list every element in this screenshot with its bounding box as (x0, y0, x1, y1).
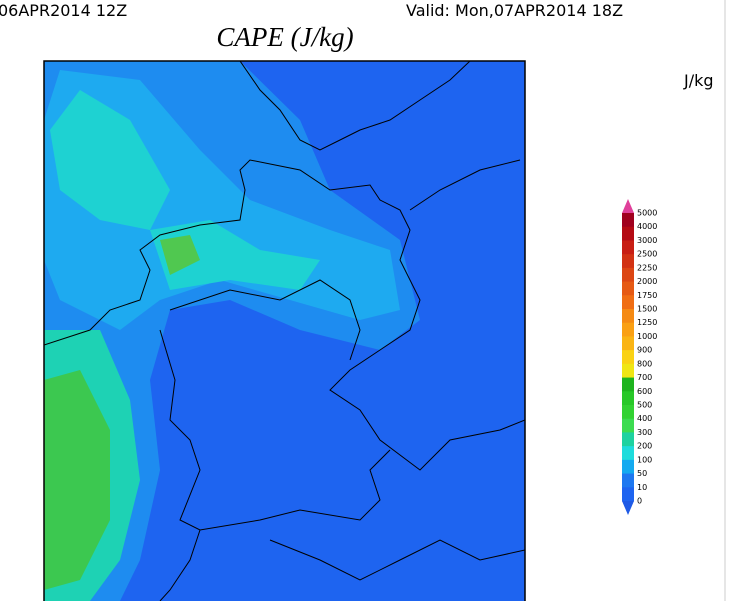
colorbar-label: 4000 (637, 222, 657, 231)
colorbar-segment (622, 240, 634, 255)
colorbar-label: 2500 (637, 250, 657, 259)
colorbar-segment (622, 213, 634, 228)
colorbar-segment (622, 432, 634, 447)
border-line (44, 159, 525, 471)
colorbar-label: 100 (637, 455, 652, 464)
colorbar-label: 1000 (637, 332, 657, 341)
colorbar-label: 5000 (637, 209, 657, 218)
cape-area (50, 90, 170, 230)
colorbar-segment (622, 377, 634, 392)
colorbar-label: 400 (637, 414, 652, 423)
map (43, 60, 526, 601)
colorbar-label: 900 (637, 346, 652, 355)
map-frame (43, 60, 526, 601)
colorbar-end (622, 501, 634, 515)
colorbar: 5000400030002500225020001750150012501000… (622, 199, 657, 515)
colorbar-segment (622, 336, 634, 351)
colorbar-label: 600 (637, 387, 652, 396)
colorbar-label: 300 (637, 428, 652, 437)
colorbar-segment (622, 418, 634, 433)
colorbar-label: 1500 (637, 305, 657, 314)
colorbar-segment (622, 363, 634, 379)
map-title: CAPE (J/kg) (216, 22, 353, 52)
border-line (409, 159, 521, 211)
border-line (159, 529, 201, 601)
colorbar-segment (622, 322, 634, 337)
colorbar-label: 3000 (637, 236, 657, 245)
colorbar-segment (622, 391, 634, 406)
init-time: 06APR2014 12Z (0, 1, 127, 20)
colorbar-end (622, 199, 634, 213)
colorbar-label: 500 (637, 401, 652, 410)
colorbar-label: 10 (637, 483, 647, 492)
valid-time: Valid: Mon,07APR2014 18Z (406, 1, 623, 20)
colorbar-label: 1250 (637, 318, 657, 327)
colorbar-segment (622, 459, 634, 475)
colorbar-label: 2000 (637, 277, 657, 286)
colorbar-label: 0 (637, 497, 642, 506)
colorbar-segment (622, 226, 634, 241)
colorbar-segment (622, 350, 634, 365)
colorbar-segment (622, 295, 634, 310)
colorbar-label: 800 (637, 359, 652, 368)
colorbar-segment (622, 309, 634, 324)
colorbar-label: 200 (637, 442, 652, 451)
border-line (269, 539, 525, 581)
colorbar-segment (622, 267, 634, 283)
colorbar-segment (622, 281, 634, 296)
colorbar-label: 2250 (637, 263, 657, 272)
colorbar-label: 1750 (637, 291, 657, 300)
colorbar-segment (622, 254, 634, 269)
border-line (239, 61, 471, 151)
colorbar-segment (622, 487, 634, 502)
colorbar-segment (622, 473, 634, 488)
cape-area (160, 235, 200, 275)
colorbar-unit: J/kg (683, 71, 714, 90)
colorbar-segment (622, 446, 634, 461)
colorbar-segment (622, 405, 634, 420)
colorbar-label: 50 (637, 469, 647, 478)
cape-area (150, 220, 320, 290)
colorbar-label: 700 (637, 373, 652, 382)
border-line (169, 279, 361, 361)
cape-area (44, 370, 110, 590)
